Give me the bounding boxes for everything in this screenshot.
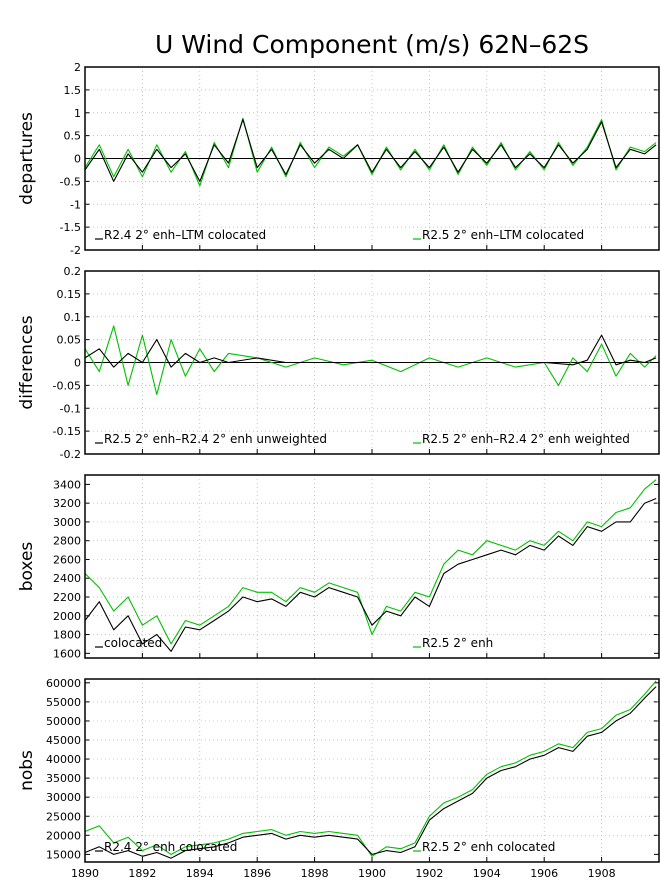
y-tick-label: 20000 xyxy=(46,829,81,842)
y-tick-label: -0.05 xyxy=(53,379,81,392)
legend-entry: R2.5 2° enh colocated xyxy=(422,840,555,854)
y-axis-label: nobs xyxy=(17,750,37,791)
panel-boxes: 1600 1800 2000 2200 2400 2600 2800 3000 3200 3400… xyxy=(17,474,660,660)
panel-nobs: 15000 20000 25000 30000 35000 40000 45000 50000… xyxy=(17,677,660,863)
y-tick-label: 0 xyxy=(74,357,81,370)
panel-differences: -0.2 -0.15 -0.1 -0.05 0 0.05 0.1 0.15 0.2 differe… xyxy=(17,265,660,461)
y-tick-label: 1600 xyxy=(53,647,81,660)
legend-entry: R2.4 2° enh–LTM colocated xyxy=(104,228,266,242)
y-tick-label: 0.2 xyxy=(64,265,82,278)
y-axis-label: boxes xyxy=(17,542,37,592)
y-axis-label: departures xyxy=(17,112,37,205)
y-tick-label: 1.5 xyxy=(64,84,82,97)
y-tick-label: 30000 xyxy=(46,791,81,804)
y-tick-label: -0.1 xyxy=(60,402,81,415)
x-tick-label: 1904 xyxy=(473,867,501,880)
y-tick-label: 50000 xyxy=(46,715,81,728)
y-tick-label: 3200 xyxy=(53,497,81,510)
y-tick-label: -0.2 xyxy=(60,448,81,461)
y-tick-label: 40000 xyxy=(46,753,81,766)
x-tick-label: 1892 xyxy=(128,867,156,880)
y-tick-label: 0 xyxy=(74,153,81,166)
legend-entry: R2.5 2° enh–R2.4 2° enh weighted xyxy=(422,432,630,446)
y-tick-label: 0.05 xyxy=(57,334,82,347)
legend-entry: R2.5 2° enh xyxy=(422,636,493,650)
y-tick-label: 2 xyxy=(74,61,81,74)
series-line-black xyxy=(84,497,657,652)
y-tick-label: 2200 xyxy=(53,591,81,604)
legend-entry: R2.5 2° enh–R2.4 2° enh unweighted xyxy=(104,432,327,446)
legend-entry: colocated xyxy=(104,636,162,650)
y-tick-label: -0.5 xyxy=(60,175,81,188)
legend-entry: R2.4 2° enh colocated xyxy=(104,840,237,854)
y-tick-label: 60000 xyxy=(46,677,81,690)
y-tick-label: -0.15 xyxy=(53,425,81,438)
y-tick-label: 2600 xyxy=(53,553,81,566)
y-tick-label: 3000 xyxy=(53,516,81,529)
series-line-green xyxy=(84,680,657,857)
x-tick-label: 1894 xyxy=(186,867,214,880)
y-tick-label: 0.1 xyxy=(64,311,82,324)
legend-entry: R2.5 2° enh–LTM colocated xyxy=(422,228,584,242)
y-tick-label: 0.15 xyxy=(57,288,82,301)
y-tick-label: 45000 xyxy=(46,734,81,747)
series-line-green xyxy=(84,325,657,396)
y-tick-label: 25000 xyxy=(46,810,81,823)
y-tick-label: 3400 xyxy=(53,478,81,491)
series-line-black xyxy=(84,334,657,368)
y-tick-label: 55000 xyxy=(46,696,81,709)
x-tick-label: 1902 xyxy=(415,867,443,880)
x-tick-label: 1906 xyxy=(530,867,558,880)
y-tick-label: 15000 xyxy=(46,848,81,861)
x-tick-label: 1908 xyxy=(588,867,616,880)
panel-frame xyxy=(84,474,660,659)
y-axis-label: differences xyxy=(17,315,37,409)
y-tick-label: -1 xyxy=(70,198,81,211)
x-tick-label: 1898 xyxy=(301,867,329,880)
y-tick-label: 35000 xyxy=(46,772,81,785)
series-line-black xyxy=(84,119,657,182)
x-tick-label: 1890 xyxy=(71,867,99,880)
y-tick-label: -2 xyxy=(70,244,81,257)
panel-departures: -2 -1.5 -1 -0.5 0 0.5 1 1.5 2 departures R2.4 2° e… xyxy=(17,61,660,257)
y-tick-label: 2400 xyxy=(53,572,81,585)
x-tick-label: 1896 xyxy=(243,867,271,880)
series-line-black xyxy=(84,686,657,859)
chart-title: U Wind Component (m/s) 62N–62S xyxy=(155,30,589,59)
y-tick-label: 1 xyxy=(74,107,81,120)
y-tick-label: -1.5 xyxy=(60,221,81,234)
y-tick-label: 0.5 xyxy=(64,130,82,143)
y-tick-label: 2800 xyxy=(53,535,81,548)
y-tick-label: 1800 xyxy=(53,629,81,642)
series-line-green xyxy=(84,479,657,645)
y-tick-label: 2000 xyxy=(53,610,81,623)
panel-frame xyxy=(84,678,660,863)
x-tick-label: 1900 xyxy=(358,867,386,880)
series-line-green xyxy=(84,117,657,187)
